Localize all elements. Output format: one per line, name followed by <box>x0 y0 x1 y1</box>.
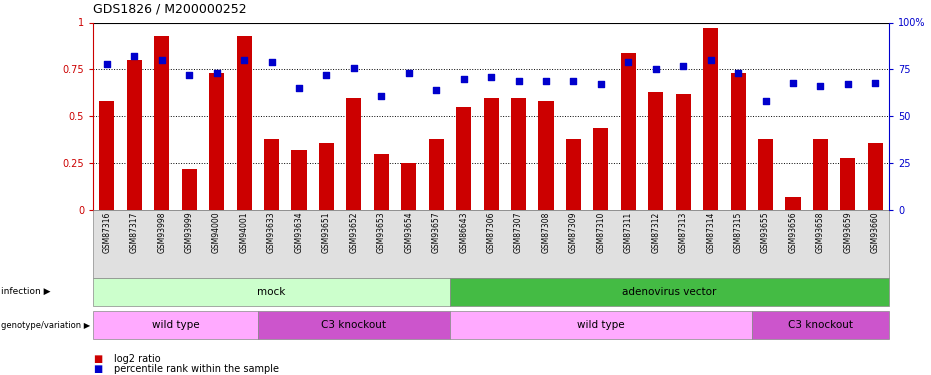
Bar <box>786 197 801 210</box>
Point <box>813 83 828 89</box>
Bar <box>813 139 828 210</box>
Text: wild type: wild type <box>577 320 625 330</box>
Bar <box>209 73 224 210</box>
Bar <box>182 169 196 210</box>
Point <box>236 57 251 63</box>
Point <box>374 93 389 99</box>
Point <box>264 59 279 65</box>
Point <box>703 57 718 63</box>
Text: wild type: wild type <box>152 320 199 330</box>
Bar <box>676 94 691 210</box>
Bar <box>346 98 361 210</box>
Bar <box>566 139 581 210</box>
Point <box>484 74 499 80</box>
Bar <box>401 163 416 210</box>
Point <box>731 70 746 76</box>
Text: C3 knockout: C3 knockout <box>788 320 853 330</box>
Point <box>566 78 581 84</box>
Text: adenovirus vector: adenovirus vector <box>622 286 717 297</box>
Bar <box>621 53 636 210</box>
Text: infection ▶: infection ▶ <box>1 287 50 296</box>
Point <box>538 78 553 84</box>
Point <box>758 98 773 104</box>
Bar <box>648 92 664 210</box>
Point <box>429 87 444 93</box>
Bar <box>373 154 389 210</box>
Point <box>868 80 883 86</box>
Point <box>621 59 636 65</box>
Point <box>456 76 471 82</box>
Point <box>346 64 361 70</box>
Text: percentile rank within the sample: percentile rank within the sample <box>114 364 278 374</box>
Text: ■: ■ <box>93 364 102 374</box>
Bar <box>841 158 856 210</box>
Point <box>841 81 856 87</box>
Point <box>155 57 169 63</box>
Bar <box>731 73 746 210</box>
Text: genotype/variation ▶: genotype/variation ▶ <box>1 321 90 330</box>
Bar <box>593 128 609 210</box>
Bar <box>428 139 444 210</box>
Bar <box>264 139 279 210</box>
Bar <box>318 142 334 210</box>
Point <box>511 78 526 84</box>
Point <box>676 63 691 69</box>
Bar <box>538 101 554 210</box>
Bar <box>127 60 142 210</box>
Bar <box>758 139 773 210</box>
Point <box>401 70 416 76</box>
Text: log2 ratio: log2 ratio <box>114 354 160 364</box>
Bar <box>868 142 883 210</box>
Point <box>209 70 224 76</box>
Text: GDS1826 / M200000252: GDS1826 / M200000252 <box>93 2 247 15</box>
Point <box>593 81 608 87</box>
Bar <box>456 107 471 210</box>
Point <box>786 80 801 86</box>
Bar <box>155 36 169 210</box>
Bar <box>100 101 115 210</box>
Point <box>100 61 115 67</box>
Point <box>127 53 142 59</box>
Bar <box>483 98 499 210</box>
Point <box>182 72 196 78</box>
Bar <box>236 36 251 210</box>
Text: ■: ■ <box>93 354 102 364</box>
Point <box>648 66 663 72</box>
Text: C3 knockout: C3 knockout <box>321 320 386 330</box>
Bar <box>291 150 306 210</box>
Text: mock: mock <box>257 286 286 297</box>
Point <box>319 72 334 78</box>
Point <box>291 85 306 91</box>
Bar <box>703 28 718 210</box>
Bar <box>511 98 526 210</box>
